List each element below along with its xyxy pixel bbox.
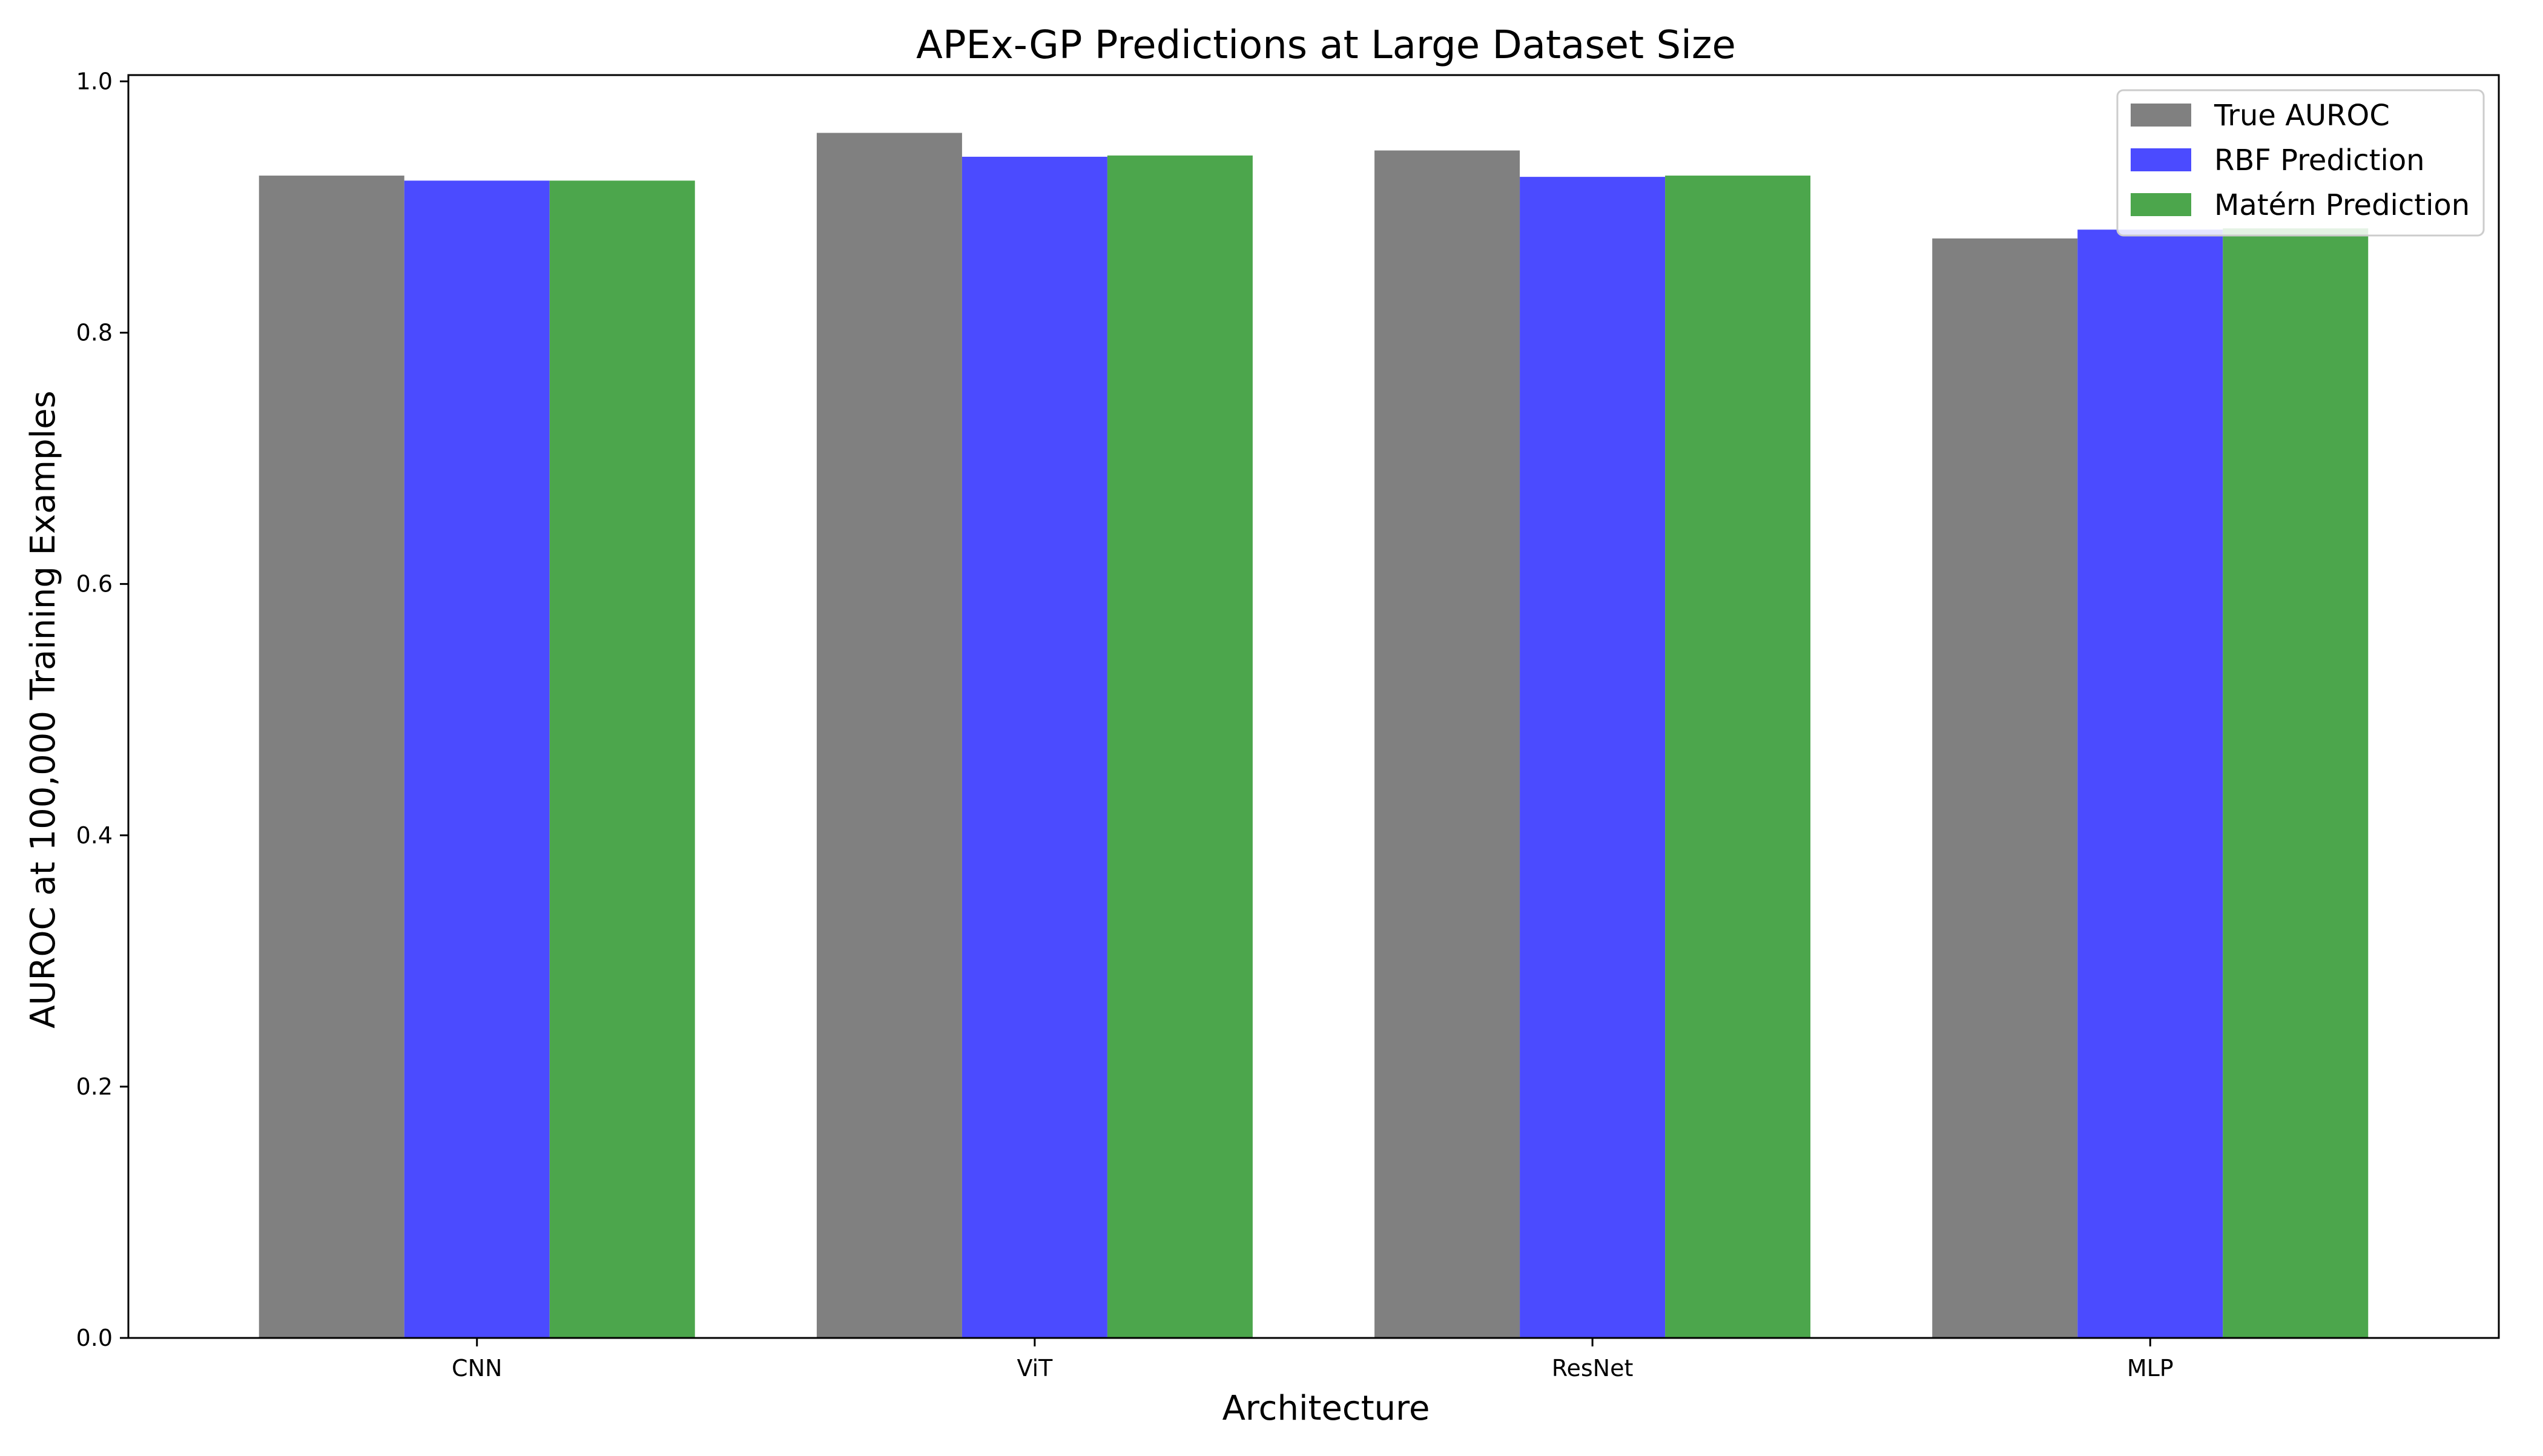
y-tick-label: 0.0 bbox=[76, 1325, 113, 1351]
legend-label: RBF Prediction bbox=[2214, 143, 2425, 177]
bar-resnet-true-auroc bbox=[1374, 150, 1520, 1338]
legend-label: Matérn Prediction bbox=[2214, 188, 2470, 222]
y-tick-label: 0.8 bbox=[76, 320, 113, 346]
x-tick-label-cnn: CNN bbox=[452, 1355, 502, 1382]
legend-label: True AUROC bbox=[2214, 99, 2390, 133]
y-tick-label: 0.4 bbox=[76, 822, 113, 849]
bar-vit-rbf-prediction bbox=[961, 156, 1107, 1339]
legend-swatch bbox=[2131, 104, 2191, 127]
plot-frame bbox=[127, 74, 2500, 1339]
x-axis: CNN ViT ResNet MLP bbox=[452, 1338, 2174, 1382]
x-axis-title: Architecture bbox=[1222, 1389, 1430, 1428]
bar-vit-true-auroc bbox=[816, 133, 962, 1338]
bars-group bbox=[259, 133, 2369, 1339]
legend: True AUROC RBF Prediction Matérn Predictio… bbox=[2116, 89, 2485, 237]
legend-swatch bbox=[2131, 193, 2191, 216]
x-tick-label-mlp: MLP bbox=[2127, 1355, 2174, 1382]
legend-box bbox=[2116, 89, 2485, 237]
bar-cnn-mat-rn-prediction bbox=[549, 180, 695, 1338]
bar-mlp-rbf-prediction bbox=[2077, 229, 2223, 1338]
bar-resnet-mat-rn-prediction bbox=[1665, 176, 1811, 1338]
x-tick-label-resnet: ResNet bbox=[1552, 1355, 1634, 1382]
bar-mlp-mat-rn-prediction bbox=[2223, 228, 2369, 1339]
y-tick-label: 0.6 bbox=[76, 571, 113, 598]
y-axis: 0.0 0.2 0.4 0.6 0.8 1.0 bbox=[76, 68, 128, 1351]
bar-vit-mat-rn-prediction bbox=[1107, 155, 1253, 1338]
chart-title: APEx-GP Predictions at Large Dataset Siz… bbox=[916, 23, 1736, 68]
y-axis-title: AUROC at 100,000 Training Examples bbox=[24, 390, 63, 1029]
legend-swatch bbox=[2131, 148, 2191, 171]
y-tick-label: 1.0 bbox=[76, 68, 113, 94]
bar-mlp-true-auroc bbox=[1932, 238, 2078, 1339]
bar-cnn-rbf-prediction bbox=[404, 180, 550, 1338]
bar-resnet-rbf-prediction bbox=[1520, 177, 1666, 1338]
bar-cnn-true-auroc bbox=[259, 176, 404, 1338]
y-tick-label: 0.2 bbox=[76, 1073, 113, 1100]
x-tick-label-vit: ViT bbox=[1017, 1355, 1053, 1382]
